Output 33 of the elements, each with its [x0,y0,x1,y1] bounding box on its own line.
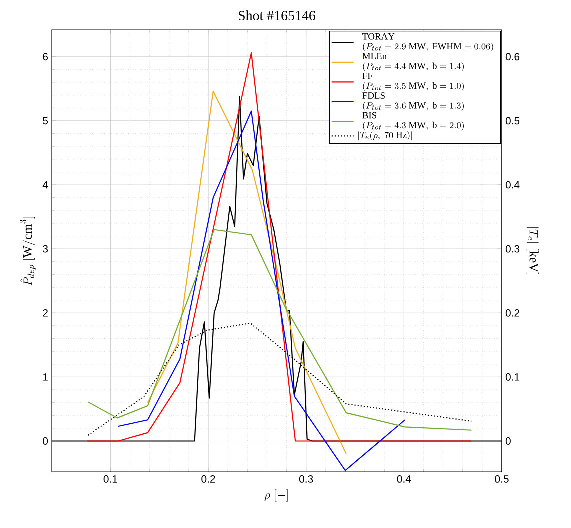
y2-axis-title: $|T_e|\ [\mathrm{keV}]$ [526,228,539,274]
line-series [88,322,472,436]
y-tick-label: 3 [43,245,48,253]
y2-tick-label: 0 [506,438,511,445]
y-axis-title: $\hat{P}_{dep}\ [\mathrm{W/cm}^3]$ [20,217,36,286]
y-tick-label: 1 [43,374,48,381]
line-series [147,90,348,455]
legend-label: $\begin{array}{l}\mathrm{FF}\\(P_{tot}=3.5\ \mathrm{MW},\ \mathrm{b}=1.0)\end{array}$ [362,72,464,92]
line-series [86,52,472,442]
y2-tick-label: 0.2 [506,309,520,317]
y-tick-label: 0 [43,438,48,445]
y2-tick-label: 0.1 [506,374,520,381]
y-tick-label: 5 [43,117,48,125]
chart-title: Shot #165146 [238,10,316,21]
x-axis-title: $\rho\ [-]$ [264,490,288,502]
y2-tick-label: 0.5 [506,117,520,125]
y2-tick-label: 0.4 [506,181,520,189]
legend-label: $\begin{array}{l}\mathrm{FDLS}\\(P_{tot}=3.6\ \mathrm{MW},\ \mathrm{b}=1.3)\end{array}$ [362,92,464,111]
y-tick-label: 4 [42,181,48,189]
line-series [88,229,472,431]
legend-label: $\begin{array}{l}\mathrm{BIS}\\(P_{tot}=4.3\ \mathrm{MW},\ \mathrm{b}=2.0)\end{array}$ [362,112,464,131]
y2-tick-label: 0.3 [506,245,520,253]
x-tick-label: 0.4 [397,476,412,483]
y-tick-label: 6 [43,53,48,61]
x-tick-label: 0.2 [202,476,216,483]
legend-label: $\begin{array}{l}\mathrm{MLEn}\\(P_{tot}=4.4\ \mathrm{MW},\ \mathrm{b}=1.4)\end{array}$ [362,53,464,72]
legend-label: $\begin{array}{l}\mathrm{TORAY}\\(P_{tot}=2.9\ \mathrm{MW},\ \mathrm{FWHM}=0.06)\end{array}$ [362,33,494,52]
legend-label: $|T_e(\rho,\ 70\ \mathrm{Hz})|$ [358,132,412,141]
y2-tick-label: 0.6 [506,53,520,61]
y-tick-label: 2 [43,309,48,317]
x-tick-label: 0.1 [104,476,118,483]
x-tick-label: 0.3 [299,476,314,483]
x-tick-label: 0.5 [495,476,509,483]
